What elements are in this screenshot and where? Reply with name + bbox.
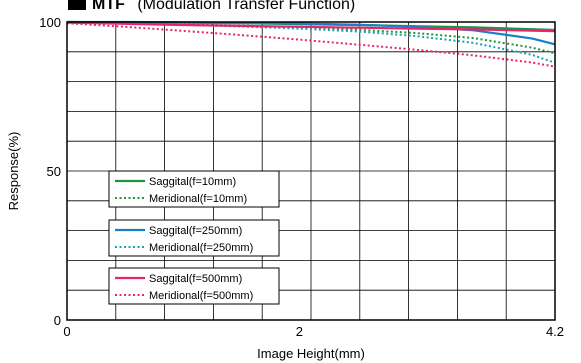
y-ticks: 0 50 100 bbox=[39, 15, 61, 328]
x-tick-label: 0 bbox=[63, 324, 70, 339]
legend-box bbox=[108, 219, 280, 257]
x-tick-label: 4.2 bbox=[546, 324, 564, 339]
grid bbox=[67, 22, 555, 320]
x-axis-title: Image Height(mm) bbox=[257, 346, 365, 361]
legend-box bbox=[108, 170, 280, 208]
legend-label: Meridional(f=500mm) bbox=[149, 290, 253, 302]
series-line-4 bbox=[66, 21, 556, 33]
legend-box bbox=[108, 267, 280, 305]
series-line-5 bbox=[66, 22, 556, 68]
legend-label: Meridional(f=250mm) bbox=[149, 242, 253, 254]
y-axis-title: Response(%) bbox=[6, 132, 21, 211]
legend: Saggital(f=10mm) Meridional(f=10mm) Saggit… bbox=[108, 170, 280, 305]
legend-label: Saggital(f=250mm) bbox=[149, 225, 242, 237]
plot-frame bbox=[66, 21, 556, 321]
title-marker bbox=[68, 0, 86, 10]
legend-label: Saggital(f=10mm) bbox=[149, 176, 236, 188]
y-tick-label: 100 bbox=[39, 15, 61, 30]
title-bold: MTF bbox=[92, 0, 125, 13]
y-tick-label: 0 bbox=[54, 313, 61, 328]
legend-label: Saggital(f=500mm) bbox=[149, 273, 242, 285]
x-ticks: 0 2 4.2 bbox=[63, 324, 564, 339]
y-tick-label: 50 bbox=[47, 164, 61, 179]
title-rest: (Modulation Transfer Function) bbox=[137, 0, 355, 13]
chart-title: MTF (Modulation Transfer Function) bbox=[68, 0, 355, 13]
x-tick-label: 2 bbox=[296, 324, 303, 339]
legend-label: Meridional(f=10mm) bbox=[149, 193, 247, 205]
svg-text:MTF (Modulation Transfer: MTF (Modulation Transfer Function) bbox=[92, 0, 355, 13]
